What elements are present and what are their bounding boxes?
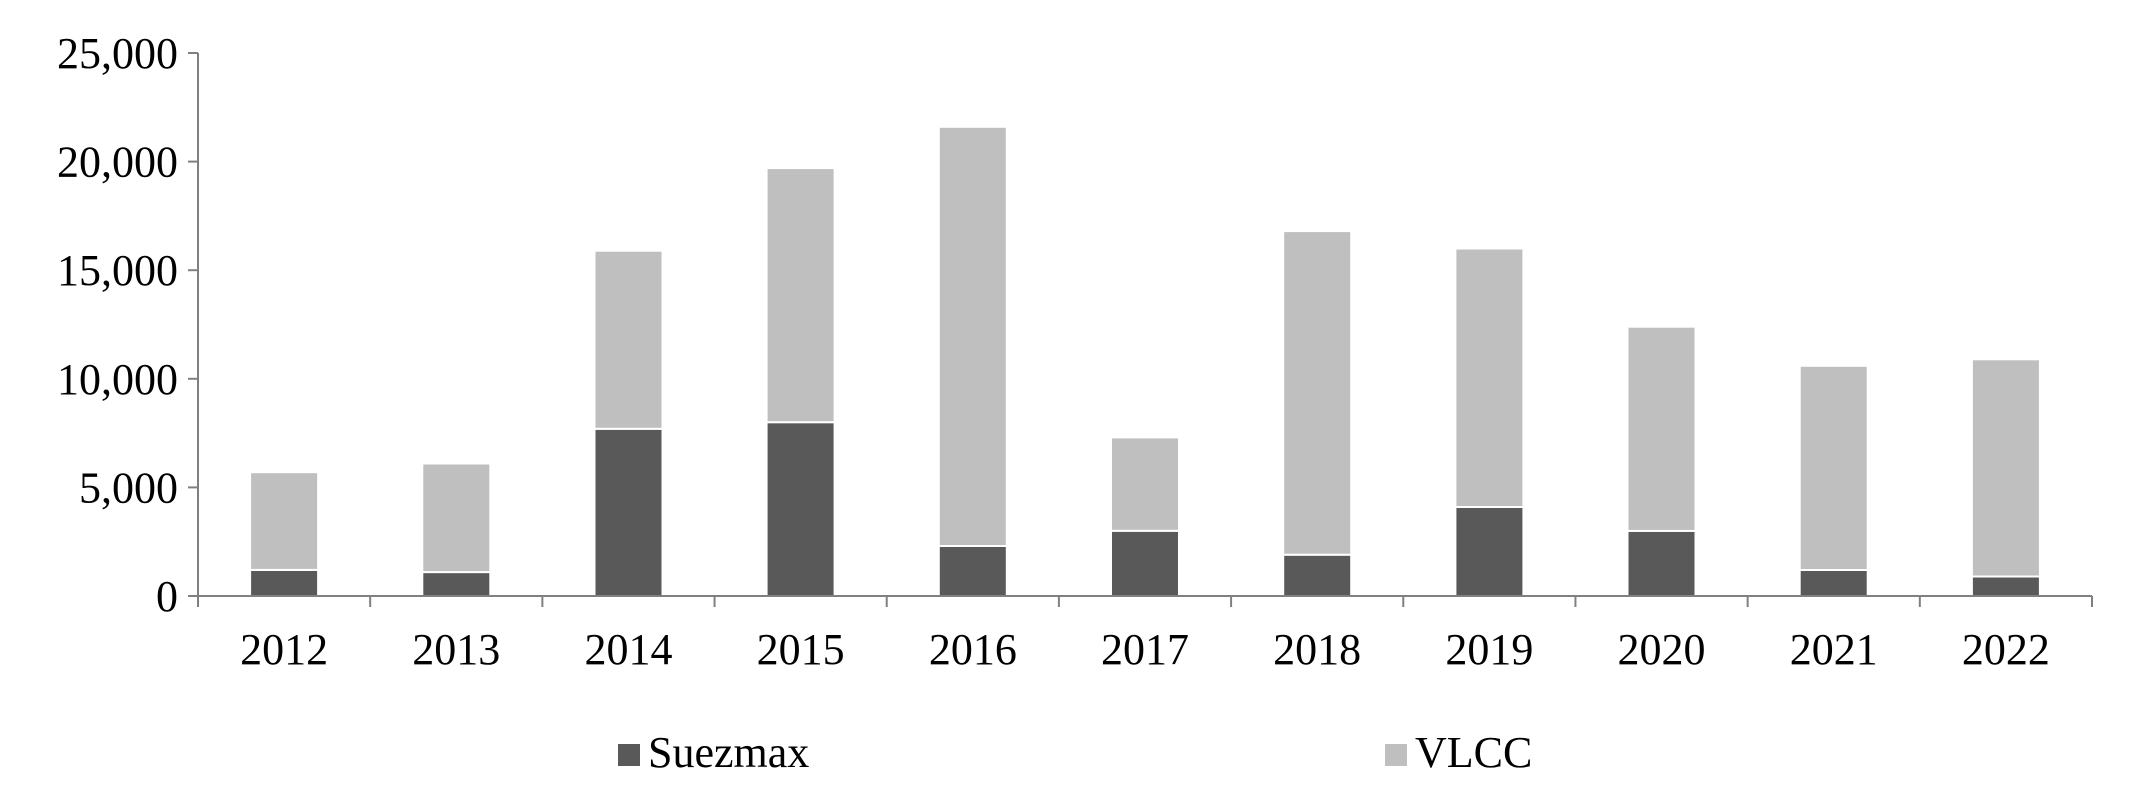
legend: Suezmax VLCC bbox=[618, 728, 1532, 777]
legend-label-vlcc: VLCC bbox=[1415, 728, 1532, 777]
y-axis: 0 5,000 10,000 15,000 20,000 25,000 bbox=[57, 29, 199, 621]
x-tick-label: 2020 bbox=[1618, 625, 1706, 674]
bar-vlcc-2018 bbox=[1282, 230, 1353, 556]
legend-swatch-suezmax bbox=[618, 744, 640, 766]
bar-suezmax-2019 bbox=[1454, 505, 1525, 597]
bar-vlcc-2016 bbox=[937, 125, 1008, 548]
bar-vlcc-2014 bbox=[593, 249, 664, 430]
bar-vlcc-2022 bbox=[1970, 358, 2041, 578]
bar-suezmax-2021 bbox=[1798, 568, 1869, 598]
bar-vlcc-2020 bbox=[1626, 325, 1697, 532]
bar-vlcc-2019 bbox=[1454, 247, 1525, 508]
bar-suezmax-2015 bbox=[765, 421, 836, 598]
bar-suezmax-2016 bbox=[937, 545, 1008, 597]
x-tick-label: 2021 bbox=[1790, 625, 1878, 674]
bar-suezmax-2018 bbox=[1282, 553, 1353, 598]
x-tick-label: 2016 bbox=[929, 625, 1017, 674]
y-tick-label: 15,000 bbox=[57, 246, 178, 295]
bar-suezmax-2013 bbox=[421, 571, 492, 597]
y-tick-label: 5,000 bbox=[79, 463, 178, 512]
bar-vlcc-2017 bbox=[1110, 436, 1180, 532]
x-tick-label: 2013 bbox=[412, 625, 500, 674]
bar-vlcc-2012 bbox=[249, 471, 320, 571]
x-tick-label: 2022 bbox=[1962, 625, 2050, 674]
bar-suezmax-2012 bbox=[249, 568, 320, 598]
x-tick-label: 2015 bbox=[757, 625, 845, 674]
legend-swatch-vlcc bbox=[1385, 744, 1407, 766]
x-axis: 2012 2013 2014 2015 2016 2017 2018 2019 2020 2021… bbox=[197, 595, 2093, 674]
bar-vlcc-2021 bbox=[1798, 364, 1869, 571]
x-tick-label: 2019 bbox=[1445, 625, 1533, 674]
bar-suezmax-2014 bbox=[593, 427, 664, 597]
y-tick-label: 25,000 bbox=[57, 29, 178, 78]
x-tick-label: 2017 bbox=[1101, 625, 1189, 674]
x-tick-label: 2014 bbox=[584, 625, 672, 674]
plot-area bbox=[249, 125, 2041, 598]
x-tick-label: 2018 bbox=[1273, 625, 1361, 674]
y-tick-label: 0 bbox=[156, 572, 178, 621]
bar-vlcc-2013 bbox=[421, 462, 492, 574]
legend-label-suezmax: Suezmax bbox=[648, 728, 809, 777]
y-tick-label: 10,000 bbox=[57, 355, 178, 404]
bar-suezmax-2022 bbox=[1970, 575, 2041, 597]
bar-suezmax-2017 bbox=[1110, 529, 1180, 597]
bar-suezmax-2020 bbox=[1626, 529, 1697, 597]
bar-vlcc-2015 bbox=[765, 167, 836, 424]
y-tick-label: 20,000 bbox=[57, 138, 178, 187]
x-tick-label: 2012 bbox=[240, 625, 328, 674]
